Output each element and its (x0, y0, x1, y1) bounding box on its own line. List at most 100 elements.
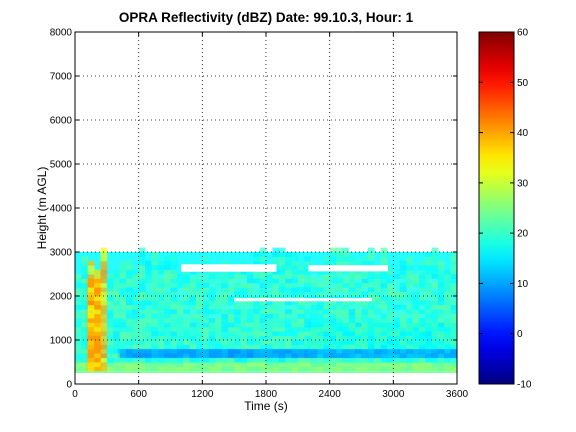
echo-cell (412, 318, 420, 323)
echo-cell (119, 296, 127, 301)
echo-cell (425, 252, 433, 257)
echo-cell (164, 362, 171, 367)
echo-cell (227, 362, 235, 367)
echo-cell (119, 269, 127, 275)
echo-cell (100, 269, 108, 275)
echo-cell (113, 366, 121, 372)
echo-cell (399, 304, 407, 310)
echo-cell (183, 353, 191, 359)
echo-cell (183, 274, 191, 279)
echo-cell (75, 318, 82, 323)
echo-cell (304, 274, 312, 279)
echo-cell (278, 318, 286, 323)
echo-cell (380, 260, 388, 266)
echo-cell (189, 331, 197, 337)
echo-cell (450, 278, 457, 284)
echo-cell (234, 309, 242, 315)
echo-cell (323, 309, 331, 315)
echo-cell (100, 340, 108, 345)
echo-cell (227, 274, 235, 279)
echo-cell (145, 309, 152, 315)
echo-cell (285, 282, 292, 288)
echo-cell (227, 313, 235, 319)
echo-cell (272, 252, 280, 257)
echo-cell (246, 318, 254, 323)
echo-cell (323, 256, 331, 262)
echo-cell (87, 344, 95, 350)
echo-cell (399, 353, 407, 359)
echo-cell (412, 322, 420, 328)
echo-cell (393, 296, 401, 301)
echo-cell (164, 357, 171, 363)
echo-cell (157, 335, 165, 341)
echo-cell (176, 366, 184, 372)
echo-cell (259, 335, 267, 341)
echo-cell (195, 348, 203, 354)
echo-cell (75, 335, 82, 341)
echo-cell (355, 322, 362, 328)
echo-cell (259, 274, 267, 279)
echo-gap (181, 264, 277, 272)
echo-cell (106, 304, 114, 310)
echo-cell (253, 335, 261, 341)
echo-cell (132, 296, 140, 301)
echo-cell (399, 344, 407, 350)
echo-cell (138, 278, 146, 284)
echo-cell (348, 282, 356, 288)
echo-cell (94, 300, 101, 306)
y-axis-label: Height (m AGL) (35, 167, 49, 250)
echo-cell (342, 256, 350, 262)
echo-cell (151, 318, 159, 323)
echo-cell (266, 340, 273, 345)
echo-cell (125, 278, 133, 284)
echo-cell (412, 300, 420, 306)
echo-cell (266, 300, 273, 306)
echo-cell (425, 256, 433, 262)
echo-cell (240, 326, 248, 332)
echo-cell (170, 260, 178, 266)
echo-cell (157, 260, 165, 266)
echo-cell (234, 344, 242, 350)
echo-cell (316, 362, 324, 367)
echo-cell (329, 326, 337, 332)
echo-cell (329, 260, 337, 266)
echo-cell (278, 326, 286, 332)
echo-cell (297, 291, 305, 297)
echo-cell (297, 274, 305, 279)
echo-cell (323, 357, 331, 363)
echo-cell (138, 362, 146, 367)
echo-cell (374, 274, 382, 279)
echo-cell (291, 366, 299, 372)
colorbar-tick-label: 60 (517, 28, 529, 39)
echo-cell (437, 313, 445, 319)
echo-cell (176, 344, 184, 350)
echo-cell (246, 291, 254, 297)
echo-cell (106, 278, 114, 284)
echo-cell (157, 313, 165, 319)
echo-cell (285, 322, 292, 328)
echo-cell (342, 362, 350, 367)
echo-cell (259, 300, 267, 306)
echo-cell (450, 252, 457, 257)
echo-cell (431, 296, 439, 301)
echo-cell (151, 335, 159, 341)
echo-cell (278, 252, 286, 257)
echo-cell (259, 348, 267, 354)
echo-cell (221, 260, 229, 266)
echo-cell (450, 353, 457, 359)
echo-cell (310, 353, 318, 359)
echo-cell (278, 300, 286, 306)
echo-cell (151, 344, 159, 350)
echo-cell (106, 366, 114, 372)
echo-cell (329, 313, 337, 319)
echo-cell (355, 348, 362, 354)
echo-cell (240, 322, 248, 328)
echo-cell (450, 348, 457, 354)
echo-cell (406, 348, 413, 354)
echo-cell (145, 296, 152, 301)
echo-cell (278, 265, 286, 271)
echo-cell (75, 278, 82, 284)
echo-cell (81, 265, 89, 271)
echo-cell (106, 322, 114, 328)
echo-gap (308, 265, 389, 272)
